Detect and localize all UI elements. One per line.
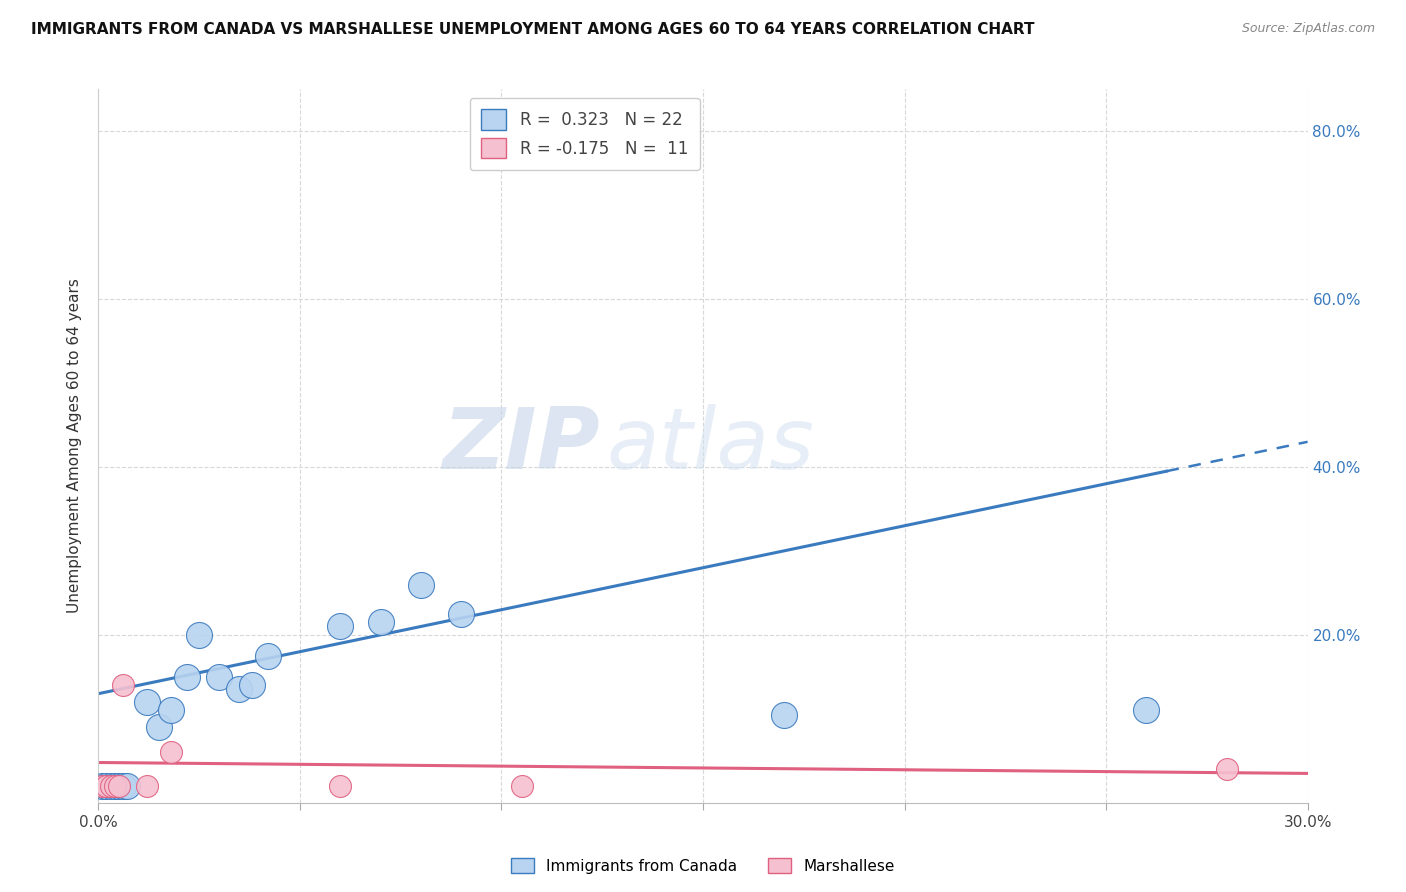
Point [450, 607, 472, 621]
Point [329, 619, 352, 633]
Y-axis label: Unemployment Among Ages 60 to 64 years: Unemployment Among Ages 60 to 64 years [67, 278, 83, 614]
Point [103, 779, 125, 793]
Point [115, 779, 138, 793]
Point [160, 746, 183, 760]
Point [96, 779, 118, 793]
Point [135, 695, 157, 709]
Point [91, 779, 114, 793]
Text: atlas: atlas [606, 404, 814, 488]
Text: ZIP: ZIP [443, 404, 600, 488]
Point [256, 648, 278, 663]
Point [176, 670, 198, 684]
Point [100, 779, 122, 793]
Point [772, 707, 794, 722]
Point [96, 779, 118, 793]
Point [103, 779, 125, 793]
Point [135, 779, 157, 793]
Point [160, 703, 183, 717]
Point [1216, 762, 1239, 776]
Point [208, 670, 231, 684]
Point [228, 682, 250, 697]
Point [148, 720, 170, 734]
Legend: Immigrants from Canada, Marshallese: Immigrants from Canada, Marshallese [505, 852, 901, 880]
Point [510, 779, 533, 793]
Point [370, 615, 392, 630]
Point [111, 779, 134, 793]
Point [91, 779, 114, 793]
Point [111, 678, 134, 692]
Point [107, 779, 129, 793]
Point [240, 678, 263, 692]
Point [1135, 703, 1157, 717]
Legend: R =  0.323   N = 22, R = -0.175   N =  11: R = 0.323 N = 22, R = -0.175 N = 11 [470, 97, 700, 169]
Text: Source: ZipAtlas.com: Source: ZipAtlas.com [1241, 22, 1375, 36]
Point [329, 779, 352, 793]
Text: IMMIGRANTS FROM CANADA VS MARSHALLESE UNEMPLOYMENT AMONG AGES 60 TO 64 YEARS COR: IMMIGRANTS FROM CANADA VS MARSHALLESE UN… [31, 22, 1035, 37]
Point [100, 779, 122, 793]
Point [107, 779, 129, 793]
Point [188, 628, 211, 642]
Point [409, 577, 432, 591]
